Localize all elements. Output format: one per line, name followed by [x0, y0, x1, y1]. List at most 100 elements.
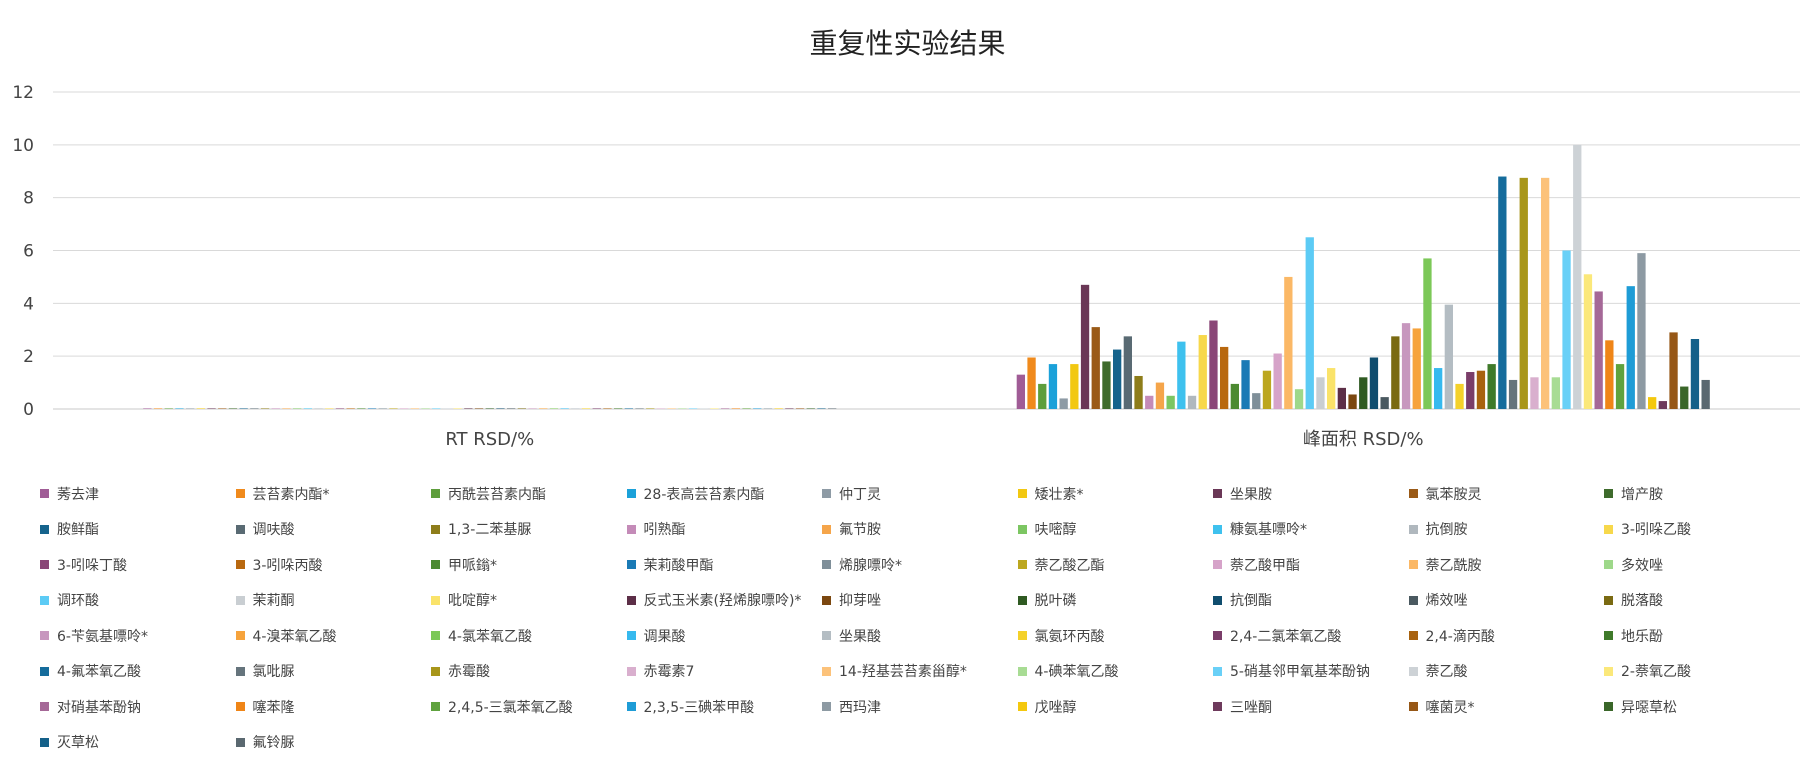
legend-swatch: [1604, 560, 1613, 570]
legend-swatch: [431, 631, 440, 641]
bar: [1059, 398, 1068, 409]
legend-swatch: [1017, 489, 1027, 499]
bar: [1348, 394, 1357, 409]
bar: [1455, 383, 1464, 409]
legend-label: 抗倒酯: [1230, 593, 1272, 610]
bar: [1305, 237, 1314, 409]
legend-swatch: [1604, 524, 1613, 534]
bar: [1027, 357, 1036, 409]
bar: [1166, 395, 1175, 409]
bar: [624, 408, 633, 409]
bar: [1220, 346, 1229, 409]
bar: [1230, 383, 1239, 409]
legend-swatch: [40, 666, 49, 676]
legend-item: 噻苯隆: [235, 689, 432, 725]
legend-label: 灭草松: [57, 735, 99, 752]
bar: [785, 408, 794, 409]
legend-label: 氯吡脲: [252, 664, 295, 681]
bars: [143, 144, 1710, 409]
legend-item: 仲丁灵: [822, 476, 1018, 512]
bar: [1284, 276, 1293, 409]
bar: [1359, 377, 1368, 409]
legend-item: 5-硝基邻甲氧基苯酚钠: [1213, 654, 1409, 690]
y-tick-label: 8: [23, 189, 34, 209]
x-category-label: 峰面积 RSD/%: [1303, 429, 1424, 450]
bar: [367, 408, 377, 409]
bar: [753, 408, 762, 409]
legend-swatch: [235, 560, 245, 570]
legend-item: 1,3-二苯基脲: [431, 512, 627, 548]
legend-label: 赤霉素7: [643, 664, 695, 681]
bar: [1434, 368, 1443, 409]
legend-label: 3-吲哚乙酸: [1621, 522, 1691, 539]
bar: [357, 408, 366, 409]
legend-item: 地乐酚: [1604, 618, 1800, 654]
bar: [667, 408, 676, 409]
legend-item: 调环酸: [40, 583, 236, 619]
bar: [699, 408, 708, 409]
bar: [218, 408, 227, 409]
bar: [153, 408, 163, 409]
bar: [592, 408, 601, 409]
legend-swatch: [1213, 702, 1222, 712]
legend-item: 氯氨环丙酸: [1017, 618, 1214, 654]
legend-label: 糠氨基嘌呤*: [1230, 522, 1307, 539]
legend-item: 多效唑: [1604, 547, 1800, 583]
bar: [1155, 382, 1165, 409]
legend-item: 吲熟酯: [626, 512, 823, 548]
bar: [731, 408, 740, 409]
legend-label: 调果酸: [643, 628, 686, 645]
legend-item: 莠去津: [40, 476, 236, 512]
legend-swatch: [431, 702, 440, 712]
legend-item: 4-氟苯氧乙酸: [40, 654, 236, 690]
bar: [560, 408, 569, 409]
legend-item: 脱落酸: [1604, 583, 1800, 619]
legend-label: 调环酸: [57, 593, 99, 610]
bar: [1508, 379, 1518, 409]
x-category-label: RT RSD/%: [445, 429, 534, 450]
legend-item: 2,4-滴丙酸: [1408, 618, 1605, 654]
bar: [1198, 335, 1207, 409]
legend-label: 3-吲哚丙酸: [252, 557, 323, 574]
legend-item: 调呋酸: [235, 512, 432, 548]
bar: [763, 408, 773, 409]
legend-swatch: [235, 524, 245, 534]
legend-item: 3-吲哚丙酸: [235, 547, 432, 583]
legend-item: 萘乙酸: [1408, 654, 1605, 690]
bar: [1241, 360, 1250, 409]
legend-swatch: [1408, 524, 1418, 534]
legend-label: 调呋酸: [252, 522, 295, 539]
legend-label: 3-吲哚丁酸: [57, 557, 127, 574]
y-axis-ticks: 0 2 4 6 8 10 12: [12, 83, 34, 420]
bar: [485, 408, 494, 409]
legend-label: 1,3-二苯基脲: [448, 522, 532, 539]
bar: [293, 408, 302, 409]
bar: [1530, 377, 1539, 409]
bar: [1466, 372, 1475, 409]
legend-item: 赤霉素7: [626, 654, 823, 690]
legend-label: 茉莉酸甲酯: [643, 557, 714, 574]
legend-item: 灭草松: [40, 725, 236, 761]
bar: [1252, 393, 1261, 409]
legend-item: 4-溴苯氧乙酸: [235, 618, 432, 654]
bar: [1605, 340, 1614, 409]
bar: [1038, 383, 1047, 409]
legend-swatch: [1604, 702, 1613, 712]
bar: [1573, 144, 1582, 409]
bar: [389, 408, 398, 409]
legend-swatch: [431, 595, 440, 605]
legend-label: 地乐酚: [1621, 628, 1663, 645]
legend-item: 异噁草松: [1604, 689, 1800, 725]
legend-label: 萘乙酸: [1425, 664, 1468, 681]
legend-label: 反式玉米素(羟烯腺嘌呤)*: [643, 593, 802, 610]
legend-swatch: [235, 737, 245, 747]
legend-item: 抗倒胺: [1408, 512, 1605, 548]
bar: [721, 408, 730, 409]
legend-label: 氯苯胺灵: [1425, 486, 1482, 503]
legend-item: 14-羟基芸苔素甾醇*: [822, 654, 1018, 690]
legend-label: 吡啶醇*: [448, 593, 497, 610]
legend-item: 萘乙酸乙酯: [1017, 547, 1214, 583]
bar: [432, 408, 441, 409]
bar: [1476, 370, 1486, 409]
legend-label: 氟铃脲: [252, 735, 295, 752]
